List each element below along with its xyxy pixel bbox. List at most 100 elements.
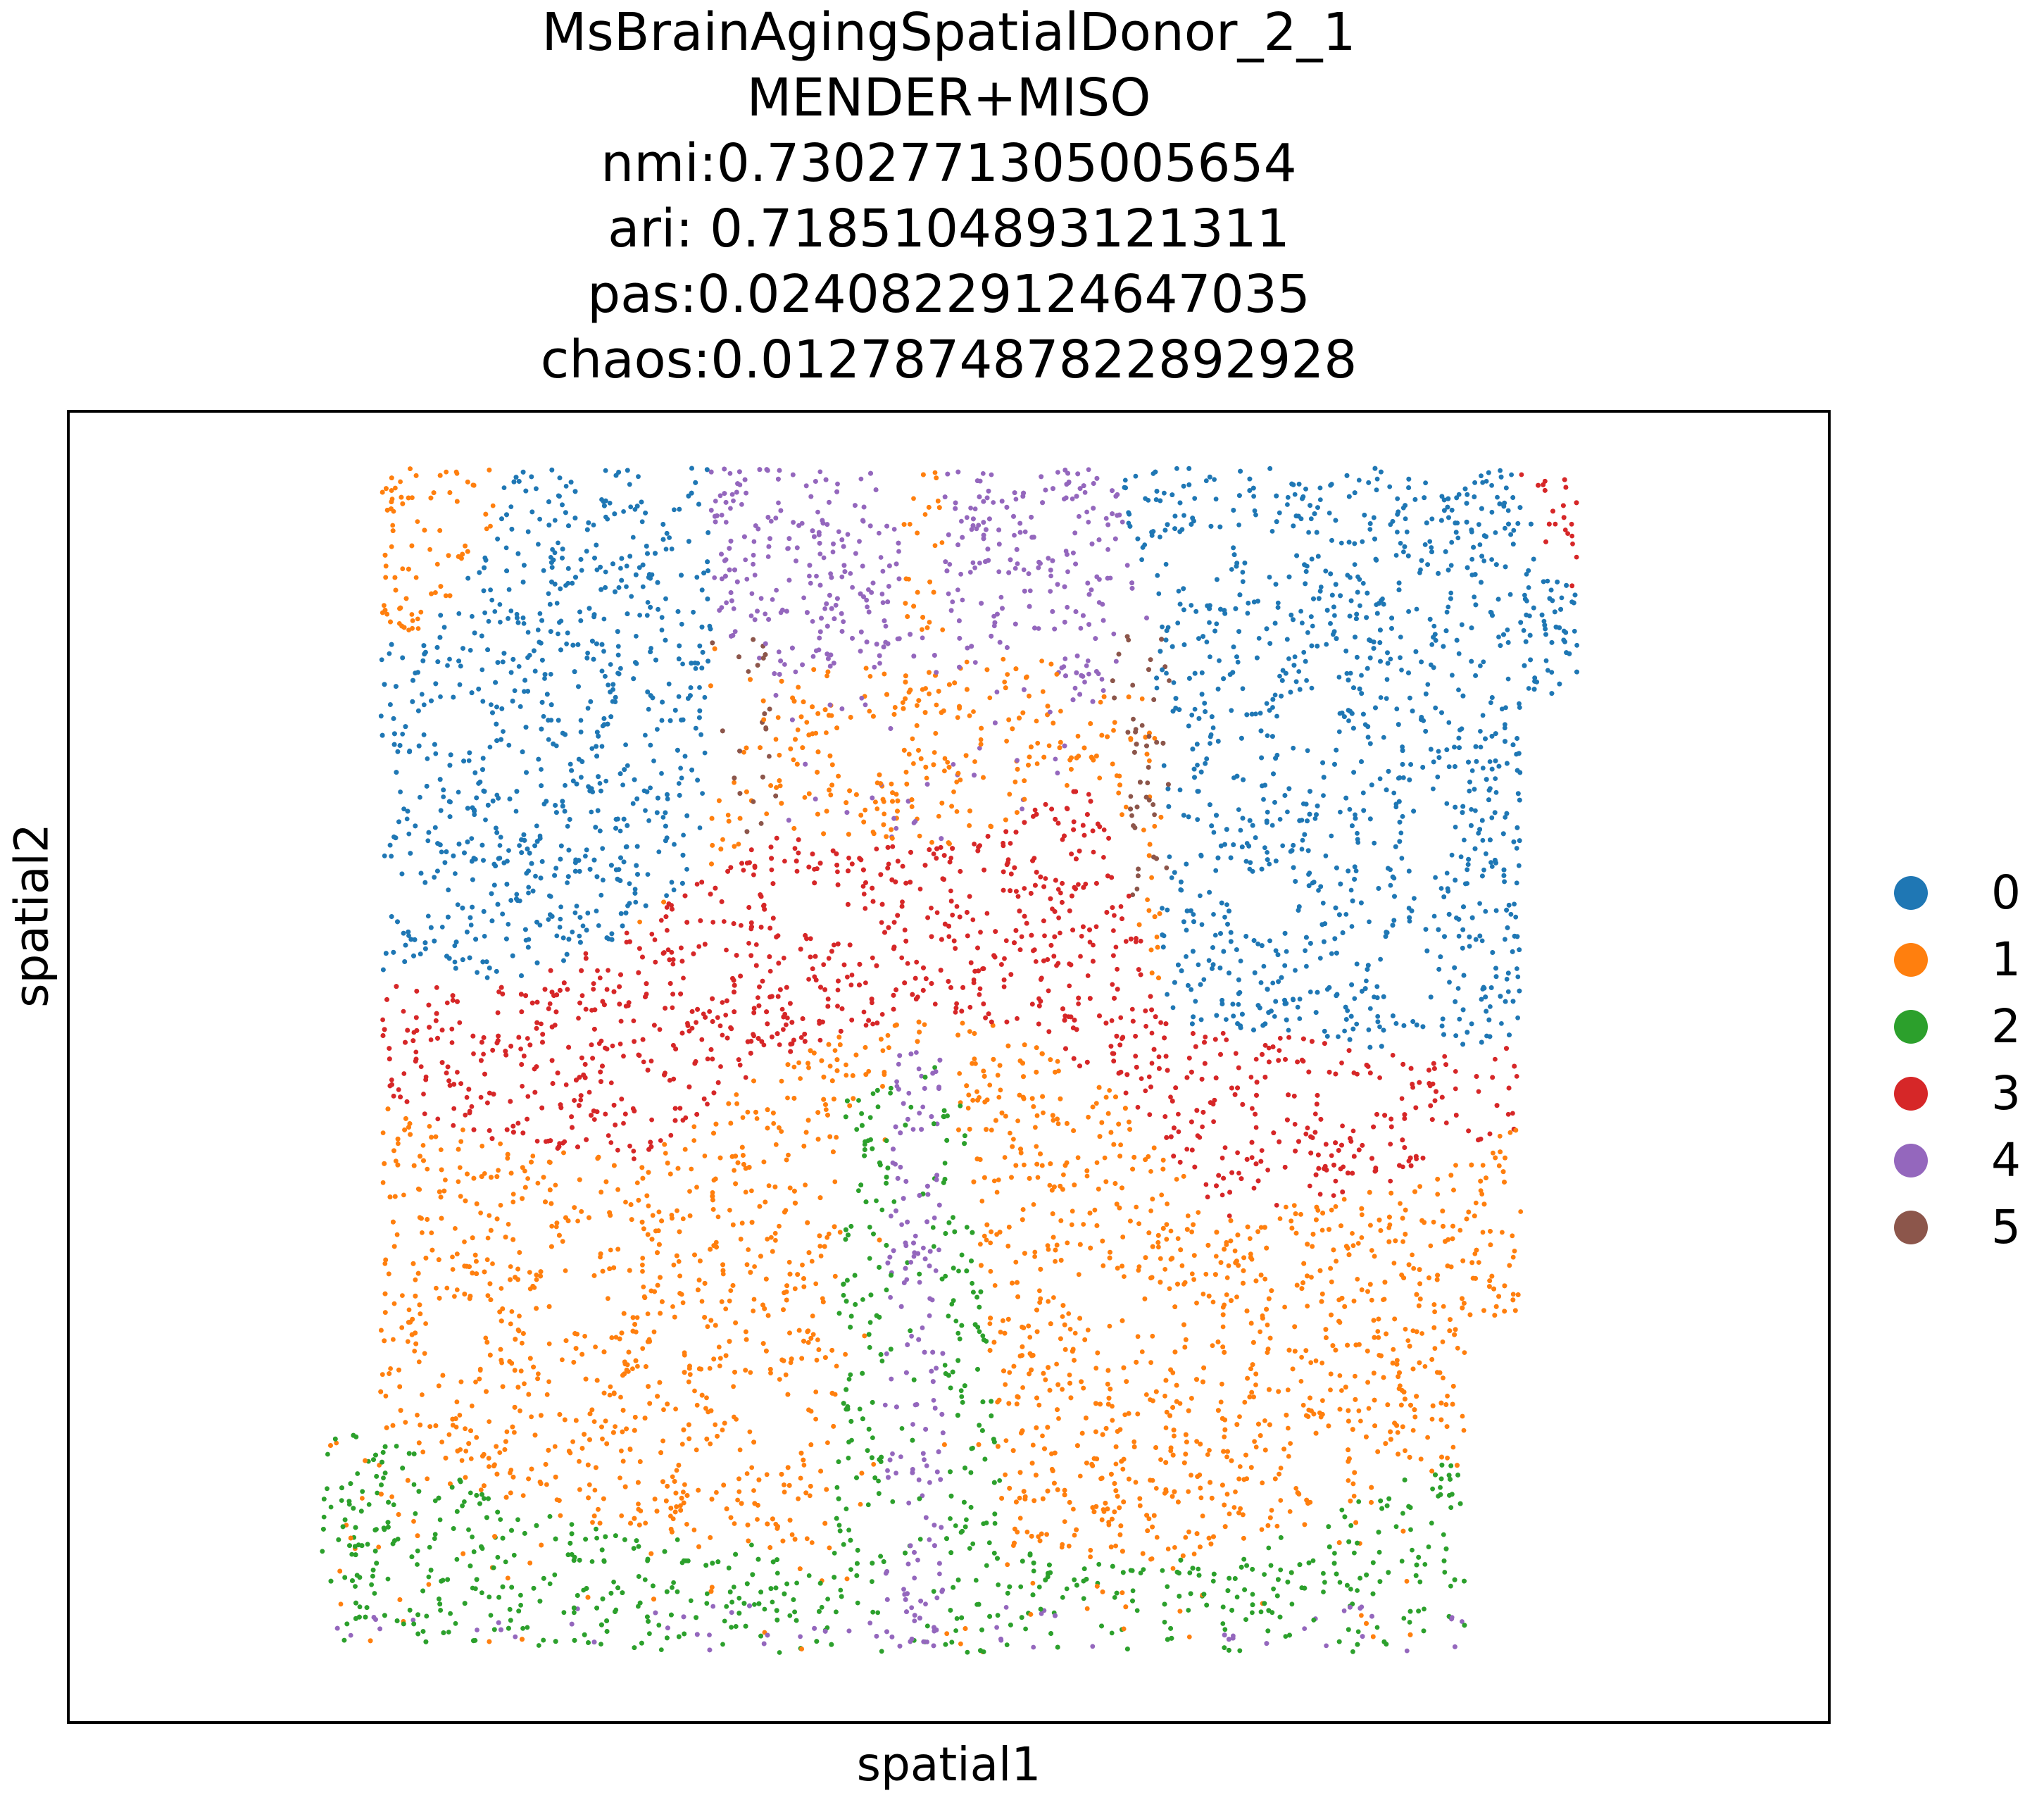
- cluster-0-point-161: [1261, 963, 1267, 969]
- cluster-3-point-308: [1058, 930, 1062, 936]
- cluster-1-point-353: [1062, 1519, 1067, 1524]
- cluster-0-point-386: [1184, 927, 1189, 933]
- cluster-4-point-75: [921, 1245, 926, 1251]
- cluster-4-point-44: [924, 1639, 929, 1644]
- cluster-3-point-142: [1139, 1076, 1144, 1081]
- cluster-4-point-89: [911, 1254, 917, 1259]
- cluster-0-point-467: [439, 925, 445, 930]
- cluster-1-point-191: [1432, 1309, 1437, 1315]
- cluster-1-point-822: [396, 1141, 401, 1147]
- cluster-0-point-373: [1489, 509, 1495, 515]
- cluster-1-point-721: [510, 1192, 516, 1197]
- cluster-0-point-67: [1229, 708, 1234, 713]
- cluster-1-point-493: [1110, 1418, 1115, 1423]
- cluster-2-point-79: [320, 1549, 325, 1554]
- cluster-0-point-121: [1447, 980, 1452, 985]
- cluster-2-point-34: [1023, 1626, 1028, 1632]
- cluster-3-point-326: [948, 888, 953, 894]
- cluster-0-point-309: [1498, 468, 1503, 473]
- cluster-1-point-603: [1398, 1383, 1403, 1389]
- cluster-1-point-334: [945, 760, 951, 765]
- cluster-1-point-25: [1210, 1299, 1216, 1305]
- cluster-1-point-773: [764, 1472, 770, 1477]
- cluster-4-point-136: [1086, 671, 1091, 677]
- cluster-0-point-157: [521, 621, 527, 626]
- cluster-0-point-460: [606, 682, 611, 688]
- cluster-1-point-148: [520, 1493, 526, 1498]
- cluster-1-point-390: [530, 1154, 536, 1158]
- cluster-3-point-155: [1565, 531, 1571, 536]
- cluster-0-point-66: [1524, 612, 1529, 618]
- cluster-2-point-244: [432, 1532, 438, 1537]
- cluster-0-point-600: [1306, 872, 1311, 877]
- cluster-3-point-280: [1222, 1145, 1228, 1150]
- cluster-2-point-117: [1081, 1596, 1086, 1601]
- cluster-1-point-608: [1341, 1197, 1347, 1202]
- cluster-1-point-339: [743, 1189, 748, 1195]
- cluster-2-point-165: [1332, 1551, 1337, 1556]
- cluster-0-point-217: [1515, 1015, 1521, 1020]
- cluster-0-point-392: [1295, 1004, 1300, 1010]
- cluster-3-point-200: [1569, 533, 1575, 539]
- cluster-1-point-451: [1162, 1393, 1167, 1399]
- cluster-1-point-698: [978, 1242, 983, 1247]
- cluster-4-point-78: [710, 1604, 716, 1609]
- cluster-4-point-223: [891, 527, 897, 532]
- cluster-4-point-152: [863, 702, 868, 708]
- cluster-4-point-96: [883, 623, 889, 629]
- cluster-0-point-70: [1299, 846, 1305, 852]
- cluster-2-point-45: [867, 1256, 872, 1261]
- cluster-0-point-53: [1374, 487, 1379, 493]
- cluster-1-point-487: [390, 523, 396, 528]
- cluster-1-point-109: [582, 1334, 587, 1339]
- cluster-1-point-542: [1191, 1551, 1197, 1556]
- cluster-0-point-568: [1503, 937, 1507, 942]
- cluster-4-point-191: [719, 513, 725, 518]
- cluster-1-point-253: [1123, 804, 1129, 810]
- cluster-2-point-231: [360, 1489, 365, 1494]
- cluster-2-point-242: [1322, 1580, 1327, 1585]
- cluster-3-point-241: [1331, 1193, 1336, 1198]
- cluster-3-point-253: [547, 1001, 553, 1006]
- cluster-2-point-8: [905, 1260, 910, 1266]
- cluster-1-point-422: [479, 1144, 485, 1149]
- cluster-1-point-203: [1339, 1388, 1344, 1393]
- cluster-5-point-0: [1152, 812, 1157, 818]
- cluster-0-point-250: [1493, 789, 1499, 795]
- cluster-3-point-175: [977, 992, 982, 997]
- cluster-1-point-511: [771, 1120, 777, 1126]
- cluster-0-point-64: [1344, 670, 1350, 676]
- cluster-2-point-68: [704, 1591, 710, 1597]
- cluster-5-point-4: [1129, 813, 1134, 818]
- cluster-3-point-181: [1510, 1111, 1515, 1116]
- cluster-2-point-237: [1128, 1568, 1134, 1573]
- cluster-0-point-420: [681, 832, 686, 838]
- cluster-2-point-67: [658, 1647, 664, 1652]
- cluster-3-point-53: [457, 1020, 463, 1025]
- cluster-1-point-556: [720, 1427, 725, 1432]
- cluster-0-point-34: [468, 648, 473, 653]
- cluster-1-point-35: [1194, 1300, 1199, 1306]
- cluster-0-point-17: [1238, 827, 1243, 833]
- cluster-1-point-328: [1282, 1304, 1287, 1310]
- cluster-0-point-199: [554, 601, 560, 606]
- cluster-3-point-89: [953, 1009, 958, 1015]
- cluster-0-point-316: [597, 781, 603, 786]
- cluster-0-point-237: [702, 750, 708, 756]
- cluster-0-point-177: [497, 602, 503, 607]
- cluster-0-point-113: [629, 594, 634, 599]
- cluster-1-point-81: [1518, 1209, 1524, 1214]
- cluster-2-point-131: [948, 1516, 953, 1521]
- cluster-0-point-421: [1372, 840, 1377, 846]
- cluster-3-point-165: [1519, 472, 1524, 477]
- cluster-1-point-823: [549, 1223, 555, 1229]
- cluster-1-point-819: [1440, 1339, 1446, 1344]
- cluster-1-point-187: [1186, 1489, 1191, 1494]
- cluster-1-point-448: [936, 813, 941, 819]
- cluster-2-point-269: [325, 1451, 330, 1457]
- cluster-0-point-515: [1438, 886, 1444, 891]
- cluster-0-point-110: [603, 468, 608, 473]
- cluster-1-point-793: [1404, 1578, 1410, 1584]
- cluster-0-point-503: [1572, 628, 1577, 634]
- cluster-2-point-95: [1422, 1562, 1428, 1567]
